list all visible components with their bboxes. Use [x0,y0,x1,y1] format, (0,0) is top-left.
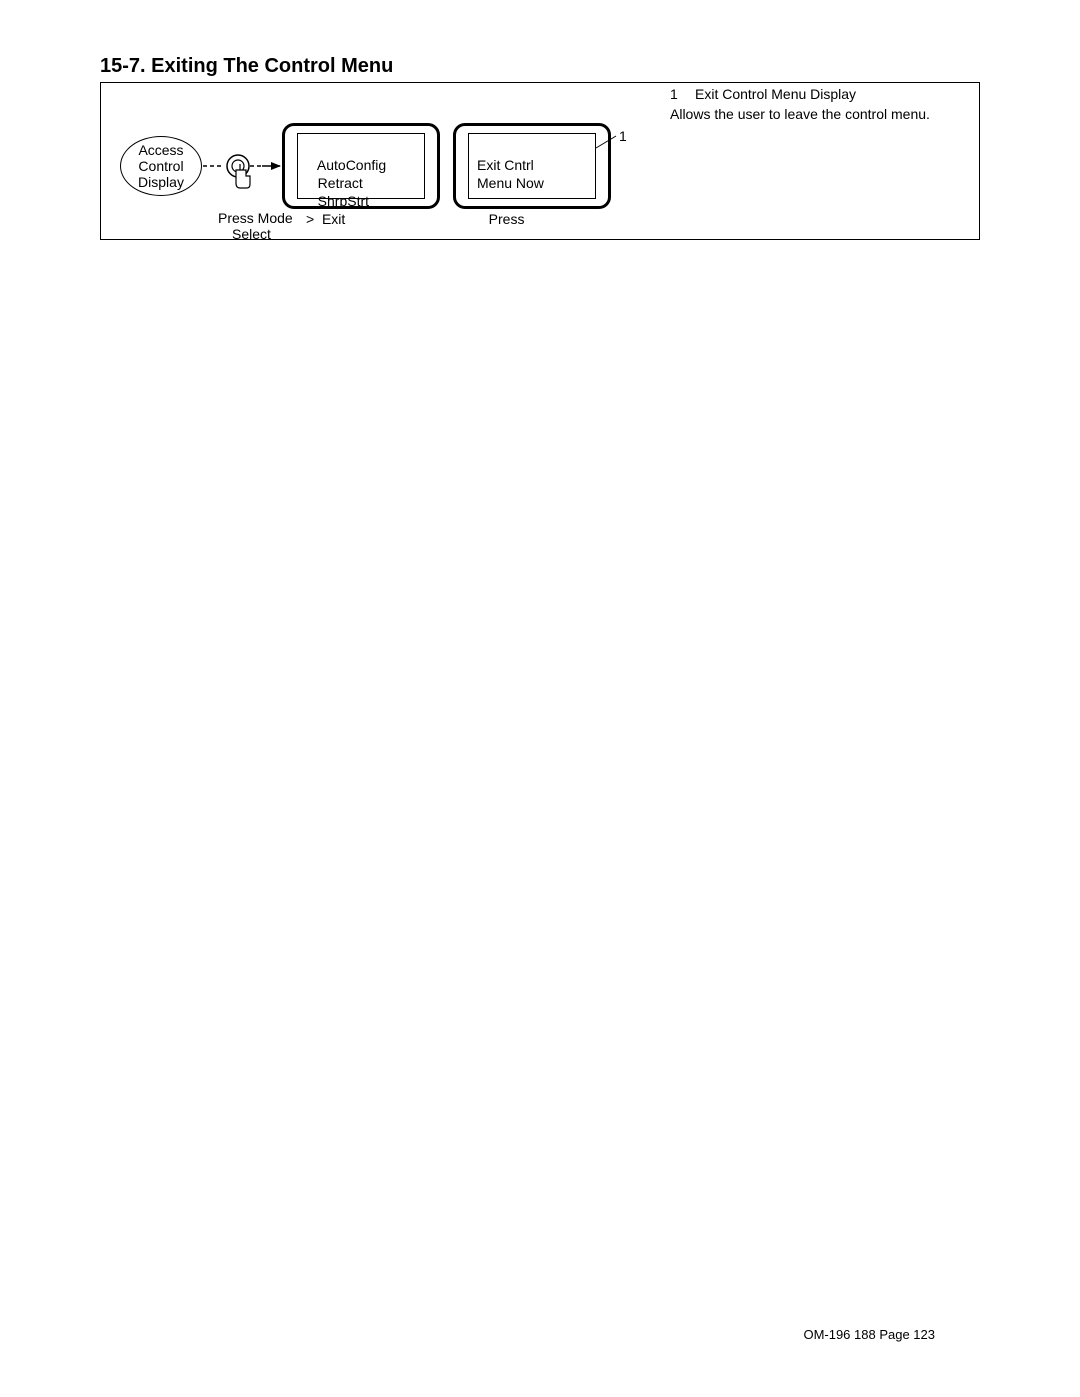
press-mode-select-label: Press Mode Select [218,210,293,242]
exit-inner-box: Exit Cntrl Menu Now Press [468,133,596,199]
page-footer: OM-196 188 Page 123 [803,1327,935,1342]
menu-inner-box: AutoConfig Retract ShrpStrt > Exit [297,133,425,199]
menu-line: AutoConfig [306,157,386,173]
press-mode-line: Select [218,226,293,242]
exit-line: Menu Now [477,175,544,191]
menu-line: Retract [306,175,363,191]
ellipse-line: Display [138,174,184,190]
section-heading: 15-7. Exiting The Control Menu [100,55,393,78]
ellipse-line: Control [138,158,183,174]
exit-line: Press [477,211,524,227]
ellipse-line: Access [138,142,183,158]
press-mode-line: Press Mode [218,210,293,226]
callout-number: 1 [670,86,678,102]
menu-line: ShrpStrt [306,193,369,209]
callout-body: Allows the user to leave the control men… [670,105,940,123]
page: 15-7. Exiting The Control Menu Access Co… [0,0,1080,1397]
menu-line: > Exit [306,211,345,227]
exit-line: Exit Cntrl [477,157,534,173]
access-control-display-ellipse: Access Control Display [120,136,202,196]
callout-title: Exit Control Menu Display [695,86,856,102]
callout-ref-number: 1 [619,128,627,144]
